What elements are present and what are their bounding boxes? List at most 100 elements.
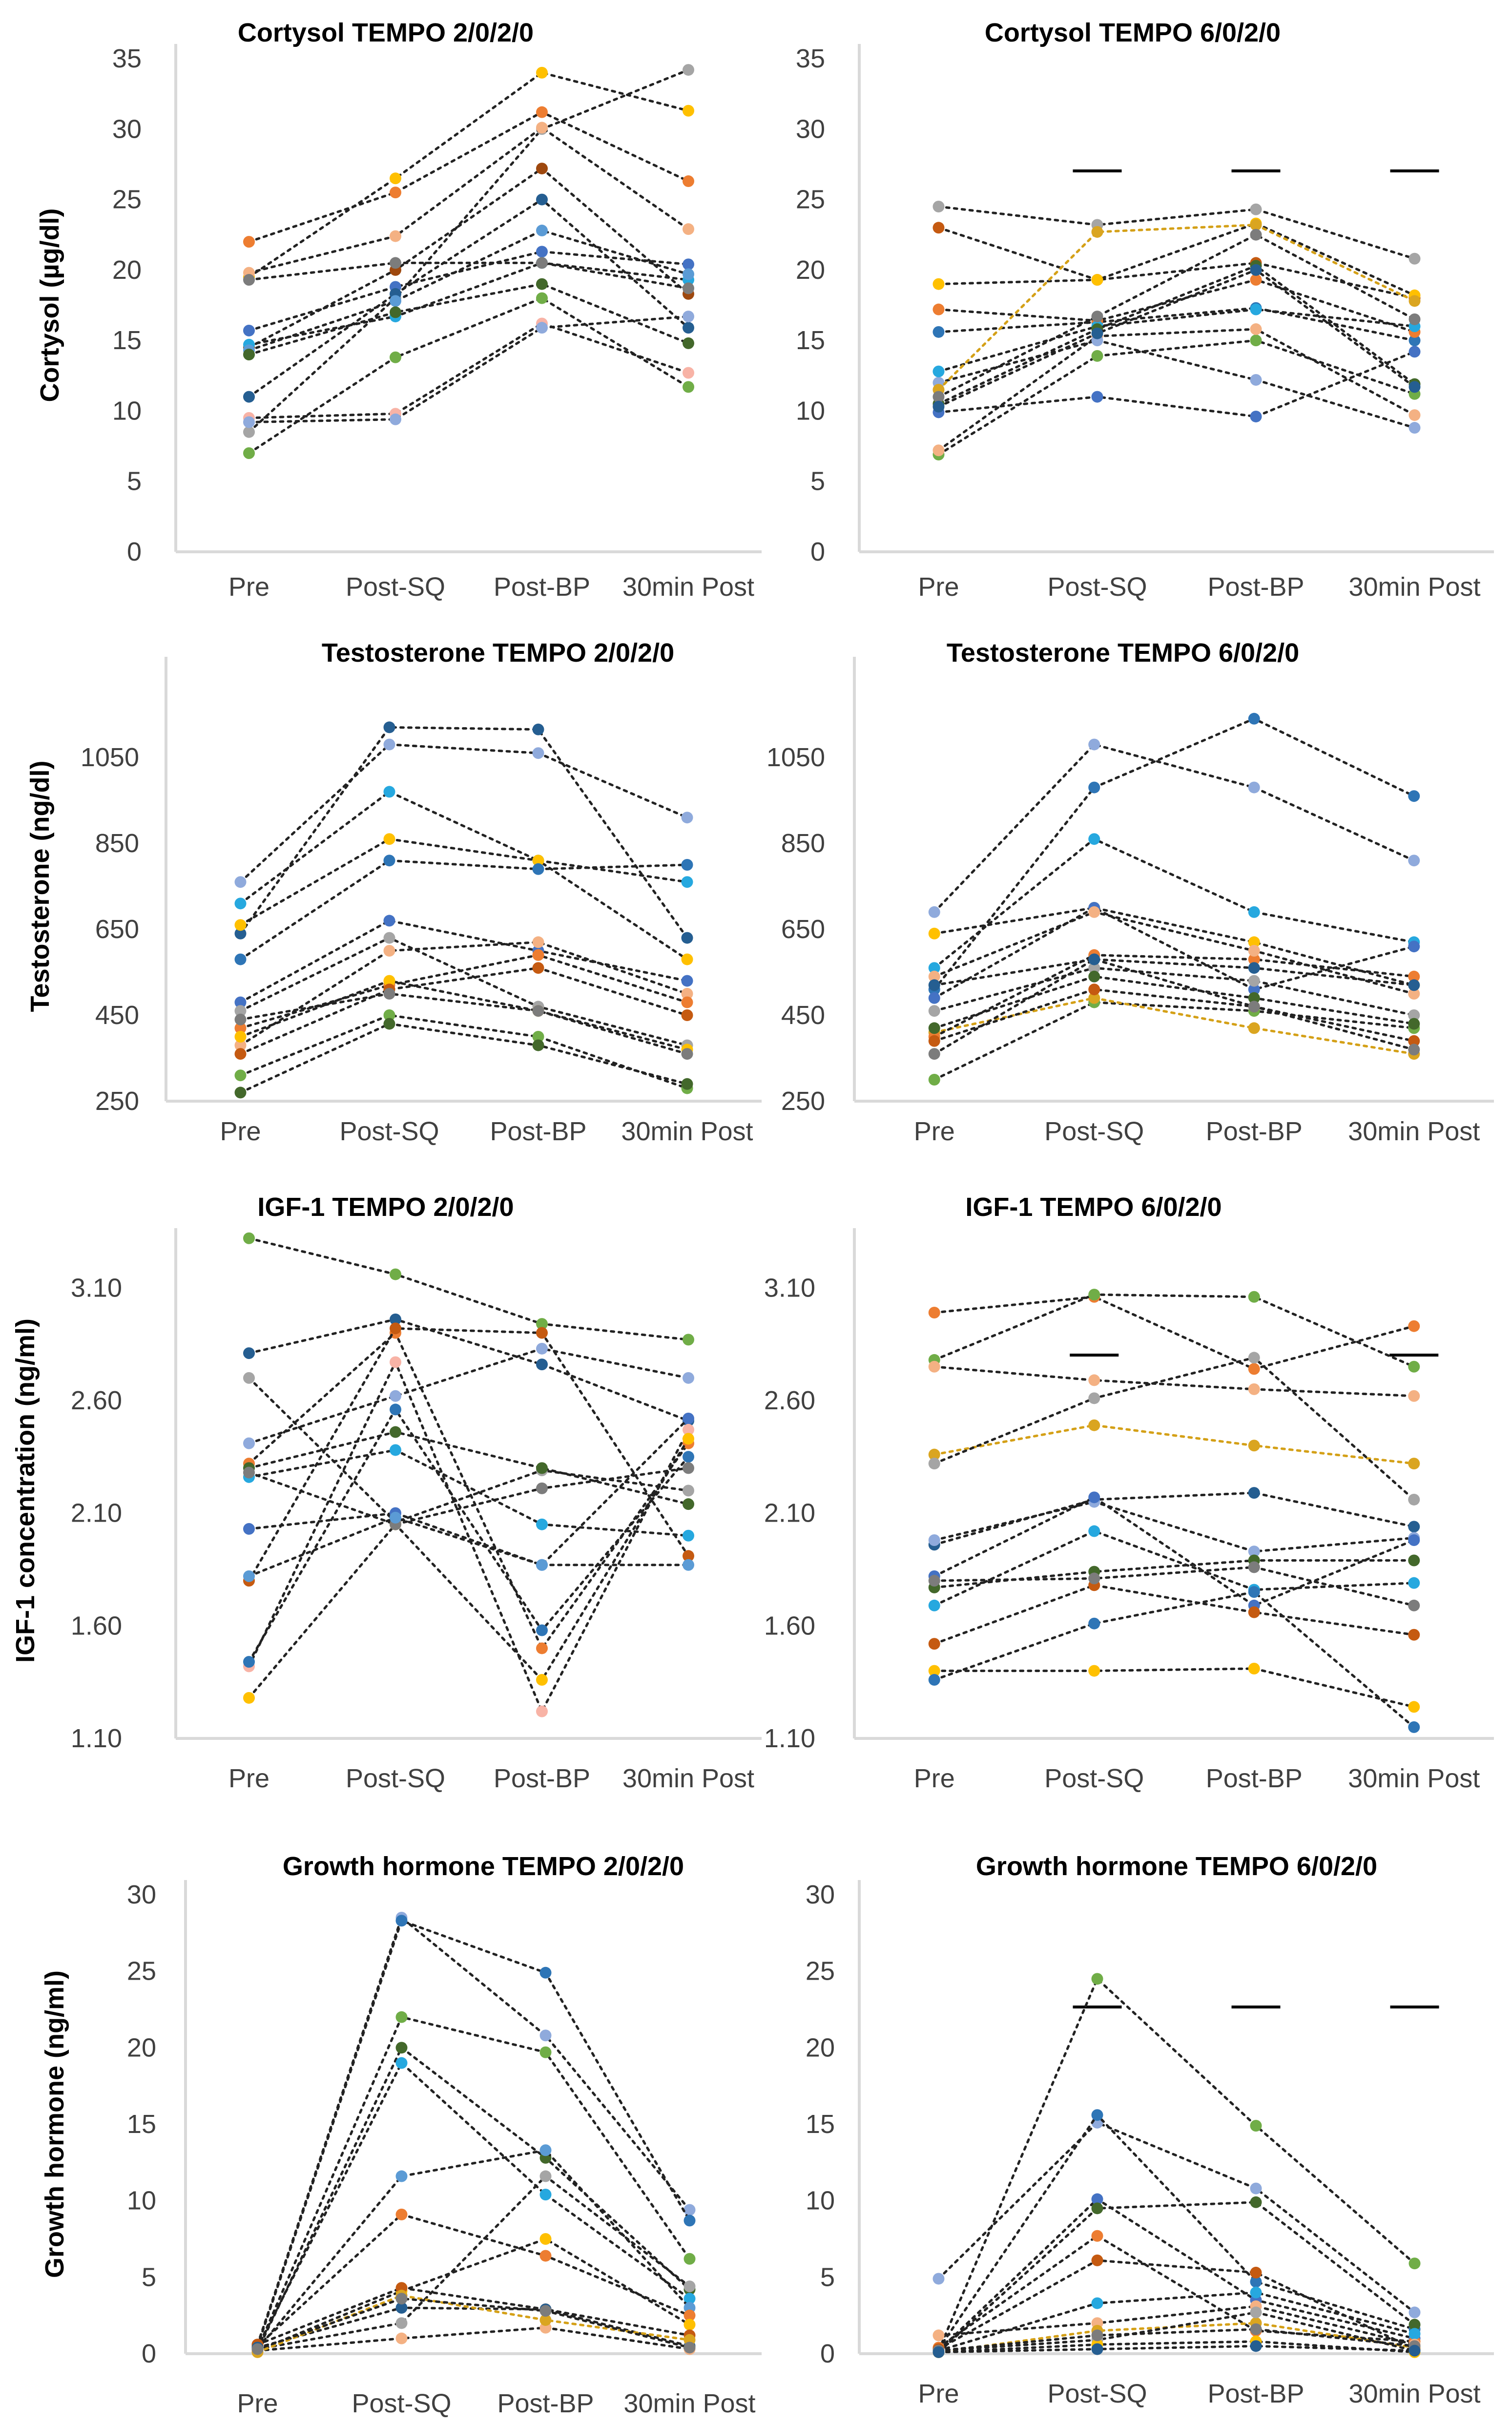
series-s5 [928, 902, 1420, 1004]
data-point [683, 1550, 694, 1562]
data-point [390, 257, 401, 269]
series-line [933, 906, 1415, 1000]
x-tick-label: Pre [914, 1117, 955, 1146]
series-line [248, 110, 690, 243]
data-point [1248, 1546, 1260, 1558]
data-point [536, 1327, 548, 1339]
data-point [539, 2029, 552, 2042]
series-s3 [234, 786, 693, 910]
series-s7 [234, 936, 693, 1051]
data-point [1088, 906, 1100, 918]
series-line [239, 837, 688, 961]
series-line [239, 941, 688, 1047]
data-point [1091, 2343, 1103, 2355]
data-point [1408, 1701, 1420, 1713]
data-point [1091, 2230, 1103, 2242]
data-point [539, 2189, 552, 2201]
y-tick-label: 450 [95, 1001, 139, 1030]
data-point [1408, 381, 1421, 393]
series-line [933, 1293, 1415, 1368]
y-tick-label: 2.60 [71, 1386, 122, 1415]
data-point [683, 1372, 694, 1384]
series-s3 [932, 2109, 1421, 2355]
y-tick-label: 35 [112, 44, 142, 73]
y-tick-label: 850 [781, 829, 825, 858]
y-tick-label: 0 [142, 2339, 156, 2368]
series-line [933, 958, 1415, 986]
series-line [937, 2340, 1416, 2354]
data-point [234, 1005, 247, 1017]
series-line [248, 1466, 690, 1526]
x-tick-label: Pre [914, 1764, 955, 1793]
data-point [234, 919, 247, 931]
y-tick-label: 3.10 [764, 1273, 815, 1302]
data-point [683, 1498, 694, 1510]
series-line [933, 1491, 1415, 1546]
data-point [683, 1334, 694, 1346]
series-line [248, 1407, 690, 1663]
series-line [933, 1365, 1415, 1398]
data-point [1408, 2319, 1421, 2331]
series-line [933, 1500, 1415, 1553]
series-line [937, 2311, 1416, 2352]
data-point [536, 122, 548, 134]
data-point [928, 1534, 940, 1546]
data-point [681, 988, 693, 1000]
series-line [256, 2294, 691, 2354]
y-tick-label: 25 [112, 185, 142, 214]
series-line [937, 233, 1416, 398]
series-line [248, 1448, 690, 1537]
series-s7 [932, 2254, 1421, 2355]
data-point [1408, 313, 1421, 325]
chart-panel-2: Cortysol TEMPO 6/0/2/0 0 5 10 15 20 25 30 35 Pre P… [796, 18, 1494, 602]
data-point [536, 1642, 548, 1654]
series-s2 [928, 1289, 1420, 1373]
data-point [1091, 327, 1103, 339]
data-point [234, 1048, 247, 1060]
series-s6 [932, 346, 1421, 422]
series-s6 [234, 915, 693, 1008]
data-point [536, 1318, 548, 1330]
data-point [536, 163, 548, 175]
series-line [256, 2306, 691, 2349]
data-point [1091, 391, 1103, 403]
data-point [684, 2293, 696, 2305]
data-point [1408, 252, 1421, 265]
data-point [383, 975, 395, 987]
data-point [1248, 781, 1260, 794]
chart-title: Growth hormone TEMPO 6/0/2/0 [976, 1852, 1377, 1881]
y-tick-label: 5 [820, 2262, 835, 2292]
data-point [683, 1462, 694, 1474]
data-point [390, 1444, 401, 1456]
data-point [681, 932, 693, 944]
series-s5 [928, 1352, 1420, 1505]
series-line [933, 1001, 1415, 1081]
series-line [933, 1296, 1415, 1371]
x-tick-label: Post-BP [1206, 1117, 1303, 1146]
data-point [536, 1559, 548, 1571]
data-point [1248, 962, 1260, 974]
data-point [234, 1069, 247, 1082]
data-point [683, 1529, 694, 1542]
data-point [1250, 264, 1262, 276]
data-point [532, 936, 544, 948]
series-s8 [234, 949, 693, 1034]
data-point [1408, 2306, 1421, 2319]
data-point [1248, 712, 1260, 725]
data-point [683, 64, 694, 76]
data-point [681, 876, 693, 888]
data-point [683, 1433, 694, 1445]
data-point [1248, 1363, 1260, 1375]
data-point [395, 2042, 408, 2054]
series-s10 [251, 2282, 696, 2351]
data-point [928, 1599, 940, 1611]
data-point [395, 2317, 408, 2329]
data-point [928, 992, 940, 1004]
series-line [937, 2291, 1416, 2352]
data-point [1408, 1044, 1420, 1056]
data-point [1250, 2266, 1262, 2279]
series-line [937, 2121, 1416, 2314]
data-point [1408, 1009, 1420, 1021]
data-point [539, 2305, 552, 2317]
data-point [390, 1356, 401, 1368]
